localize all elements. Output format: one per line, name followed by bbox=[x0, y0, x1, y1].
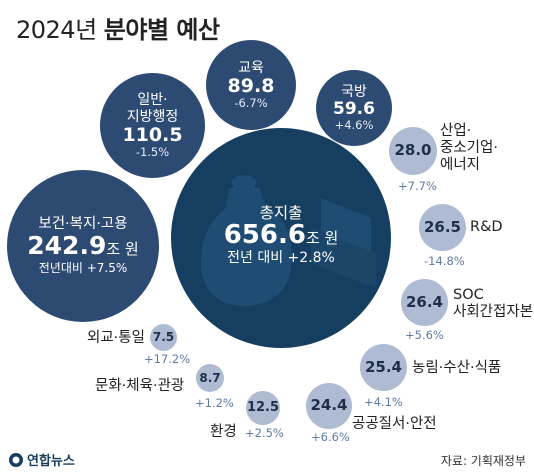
health-value: 242.9 bbox=[27, 230, 107, 260]
culture-name: 문화·체육·관광 bbox=[95, 378, 185, 394]
safety-value: 24.4 bbox=[310, 396, 348, 415]
bubble-safety: 24.4 bbox=[306, 383, 352, 429]
rnd-name: R&D bbox=[470, 219, 503, 235]
bubble-soc: 26.4 bbox=[401, 279, 448, 326]
safety-change: +6.6% bbox=[311, 430, 350, 444]
bubble-general: 일반· 지방행정 110.5 -1.5% bbox=[100, 73, 205, 178]
env-value: 12.5 bbox=[246, 400, 280, 416]
soc-change: +5.6% bbox=[405, 328, 444, 342]
title-year: 2024년 bbox=[16, 16, 104, 44]
health-change: 전년대비 +7.5% bbox=[38, 261, 128, 276]
soc-name2: 사회간접자본 bbox=[453, 304, 534, 320]
education-name: 교육 bbox=[238, 59, 264, 76]
industry-change: +7.7% bbox=[398, 179, 437, 193]
soc-value: 26.4 bbox=[405, 292, 443, 311]
health-unit: 조 원 bbox=[106, 239, 139, 258]
general-name1: 일반· bbox=[137, 91, 168, 108]
general-name2: 지방행정 bbox=[126, 108, 179, 125]
agri-value: 25.4 bbox=[364, 357, 402, 376]
total-value-row: 656.6조 원 bbox=[224, 222, 339, 249]
education-value: 89.8 bbox=[227, 74, 275, 97]
bubble-education: 교육 89.8 -6.7% bbox=[206, 40, 296, 130]
bubble-foreign: 7.5 bbox=[150, 324, 177, 351]
safety-name: 공공질서·안전 bbox=[352, 416, 437, 432]
health-value-row: 242.9조 원 bbox=[27, 230, 139, 260]
publisher-logo: 연합뉴스 bbox=[8, 450, 75, 469]
agri-change: +4.1% bbox=[364, 395, 403, 409]
bubble-health: 보건·복지·고용 242.9조 원 전년대비 +7.5% bbox=[7, 170, 159, 322]
foreign-name: 외교·통일 bbox=[87, 330, 145, 346]
bubble-agri: 25.4 bbox=[360, 344, 407, 391]
health-name: 보건·복지·고용 bbox=[38, 215, 128, 232]
total-value: 656.6 bbox=[223, 220, 306, 251]
total-label: 총지출 bbox=[259, 204, 303, 223]
bubble-rnd: 26.5 bbox=[419, 204, 466, 251]
total-change: 전년 대비 +2.8% bbox=[227, 249, 335, 266]
rnd-value: 26.5 bbox=[423, 217, 461, 236]
industry-name2: 중소기업· bbox=[440, 140, 498, 156]
general-change: -1.5% bbox=[135, 145, 170, 160]
defense-change: +4.6% bbox=[334, 118, 374, 133]
logo-text: 연합뉴스 bbox=[27, 454, 75, 469]
total-unit: 조 원 bbox=[305, 229, 339, 248]
culture-change: +1.2% bbox=[195, 396, 234, 410]
foreign-value: 7.5 bbox=[152, 330, 175, 345]
rnd-change: -14.8% bbox=[424, 254, 465, 268]
bubble-industry: 28.0 bbox=[389, 127, 437, 175]
defense-name: 국방 bbox=[341, 83, 367, 100]
title-main: 분야별 예산 bbox=[103, 16, 220, 44]
culture-value: 8.7 bbox=[199, 370, 221, 385]
page-title: 2024년 분야별 예산 bbox=[16, 10, 220, 45]
env-change: +2.5% bbox=[245, 426, 284, 440]
industry-name3: 에너지 bbox=[440, 157, 481, 173]
general-value: 110.5 bbox=[122, 123, 183, 146]
money-bag-icon bbox=[200, 175, 376, 306]
industry-name1: 산업· bbox=[440, 123, 472, 139]
defense-value: 59.6 bbox=[333, 98, 375, 119]
foreign-change: +17.2% bbox=[144, 352, 191, 366]
agri-name: 농림·수산·식품 bbox=[412, 360, 502, 376]
env-name: 환경 bbox=[210, 424, 237, 440]
total-bubble: 총지출 656.6조 원 전년 대비 +2.8% bbox=[171, 128, 391, 348]
soc-name1: SOC bbox=[453, 287, 484, 303]
bubble-env: 12.5 bbox=[246, 391, 280, 425]
industry-value: 28.0 bbox=[394, 141, 432, 160]
bubble-defense: 국방 59.6 +4.6% bbox=[316, 70, 392, 146]
source-note: 자료: 기획재정부 bbox=[440, 454, 526, 468]
education-change: -6.7% bbox=[234, 96, 268, 111]
bubble-culture: 8.7 bbox=[196, 364, 224, 392]
yonhap-logo-icon bbox=[9, 452, 23, 467]
